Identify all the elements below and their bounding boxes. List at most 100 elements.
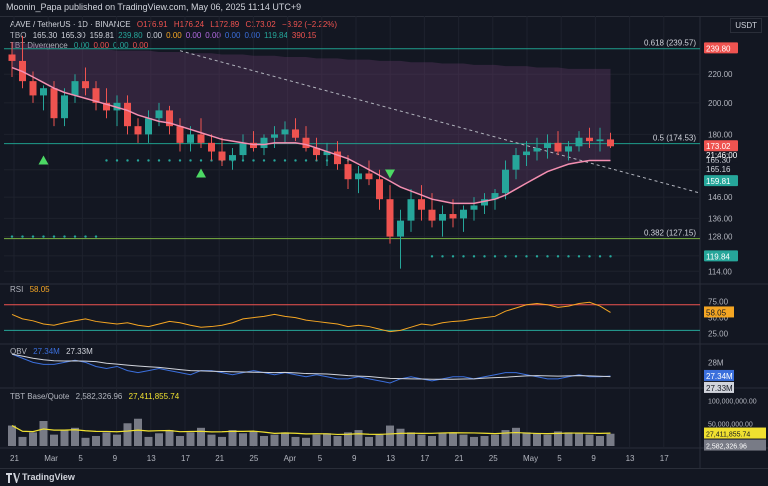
ema-line: [11, 66, 611, 205]
candle-body: [61, 95, 68, 119]
rsi-legend[interactable]: RSI 58.05: [10, 285, 54, 294]
x-tick-label: 5: [78, 454, 83, 463]
tbt-volume-bar: [480, 436, 489, 446]
price-badge: [704, 42, 738, 54]
x-tick-label: 13: [626, 454, 635, 463]
candle-body: [481, 199, 488, 206]
dotted-level-dot: [493, 255, 497, 258]
candle-body: [176, 126, 184, 143]
x-tick-label: 21: [455, 454, 464, 463]
tbt-volume-bar: [302, 437, 310, 446]
candle-body: [491, 193, 499, 200]
ohlc-close: C173.02: [245, 20, 276, 29]
candle-body: [439, 214, 446, 221]
candle-body: [281, 129, 289, 135]
footer-bar: TradingView: [0, 468, 768, 486]
candle-body: [428, 209, 436, 221]
candle-body: [197, 134, 205, 143]
tradingview-logo-icon: [6, 473, 20, 483]
candle-body: [260, 137, 268, 149]
candle-body: [187, 134, 194, 143]
price-tick-label: 200.00: [708, 99, 733, 108]
tbo-value: 159.81: [89, 31, 115, 40]
chart-canvas[interactable]: 114.00120.00128.00136.00146.00160.00180.…: [0, 0, 768, 468]
buy-signal-marker: [196, 168, 206, 178]
dotted-level-dot: [598, 255, 602, 258]
candle-body: [323, 151, 331, 156]
divergence-value: 0.00: [132, 41, 149, 50]
divergence-value: 0.00: [73, 41, 90, 50]
tbt-volume-bar: [333, 436, 342, 446]
symbol-name[interactable]: AAVE / TetherUS · 1D · BINANCE: [10, 20, 131, 29]
obv-legend[interactable]: OBV 27.34M 27.33M: [10, 347, 97, 356]
tbo-value: 165.30: [32, 31, 58, 40]
candle-body: [29, 81, 37, 96]
dotted-level-dot: [21, 235, 24, 238]
tbt-average-line: [11, 425, 611, 436]
tbt-volume-bar: [470, 436, 478, 446]
candle-body: [397, 220, 404, 237]
x-tick-label: Apr: [284, 454, 297, 463]
obv-value-1: 27.34M: [33, 347, 60, 356]
candle-body: [134, 126, 142, 135]
dotted-level-dot: [483, 255, 486, 258]
tbt-volume-bar: [575, 433, 583, 446]
legend-divergence-row[interactable]: TBT Divergence 0.00 0.00 0.00 0.00: [10, 41, 152, 50]
tbt-volume-bar: [81, 437, 90, 446]
tbo-value: 0.00: [224, 31, 241, 40]
tbt-volume-bar: [239, 433, 247, 446]
tbt-volume-bar: [501, 430, 510, 446]
obv-badge-text: 27.33M: [706, 384, 733, 393]
tbt-volume-bar: [176, 436, 184, 446]
tbt-volume-bar: [165, 430, 174, 446]
legend-tbo-row[interactable]: TBO 165.30 165.30 159.81 239.80 0.00 0.00 0.00…: [10, 31, 320, 40]
price-tick-label: 128.00: [708, 233, 733, 242]
tbo-value: 165.30: [61, 31, 86, 40]
tradingview-brand[interactable]: TradingView: [22, 472, 75, 482]
obv-badge: [704, 369, 734, 381]
candle-body: [355, 173, 362, 180]
obv-tick-label: 28M: [708, 358, 724, 367]
dotted-level-dot: [84, 235, 87, 238]
tbt-volume-bar: [155, 433, 163, 446]
tbt-volume-bar: [365, 436, 373, 446]
x-tick-label: May: [523, 454, 538, 463]
candle-body: [407, 199, 415, 221]
tbt-legend[interactable]: TBT Base/Quote 2,582,326.96 27,411,855.7…: [10, 392, 183, 401]
currency-label[interactable]: USDT: [730, 18, 762, 33]
dotted-level-dot: [189, 159, 192, 162]
tbt-volume-bar: [491, 434, 499, 446]
price-badge-text: 159.81: [706, 177, 731, 186]
price-badge: [704, 140, 738, 152]
fib-level-label: 0.5 (174.53): [653, 134, 696, 143]
sell-signal-marker: [385, 169, 395, 179]
tbt-volume-bar: [249, 431, 258, 446]
candle-body: [334, 151, 341, 165]
tbt-volume-bar: [186, 432, 195, 446]
dotted-level-dot: [94, 235, 98, 238]
dotted-level-dot: [441, 255, 444, 258]
ohlc-change: −3.92 (−2.22%): [281, 20, 338, 29]
tbt-volume-bar: [281, 432, 289, 446]
dotted-level-dot: [546, 255, 549, 258]
tbt-volume-bar: [585, 434, 594, 446]
legend-symbol-row: AAVE / TetherUS · 1D · BINANCE O176.91 H…: [10, 20, 341, 29]
x-tick-label: 9: [113, 454, 118, 463]
candle-body: [208, 142, 215, 152]
obv-value-2: 27.33M: [66, 347, 93, 356]
rsi-name: RSI: [10, 285, 24, 294]
publish-header: Moonin_Papa published on TradingView.com…: [0, 0, 768, 17]
dotted-level-dot: [567, 255, 570, 258]
ohlc-high: H176.24: [173, 20, 205, 29]
candle-body: [229, 155, 236, 161]
dotted-level-dot: [294, 159, 297, 162]
dotted-level-dot: [42, 235, 45, 238]
candle-body: [313, 148, 320, 156]
price-badge-text: 119.84: [706, 252, 730, 261]
dotted-level-dot: [73, 235, 77, 238]
tbt-volume-bar: [323, 433, 331, 446]
tbt-volume-bar: [386, 425, 394, 446]
price-tick-label: 136.00: [708, 214, 733, 223]
ema-ribbon: [12, 41, 611, 204]
candle-body: [523, 151, 530, 156]
